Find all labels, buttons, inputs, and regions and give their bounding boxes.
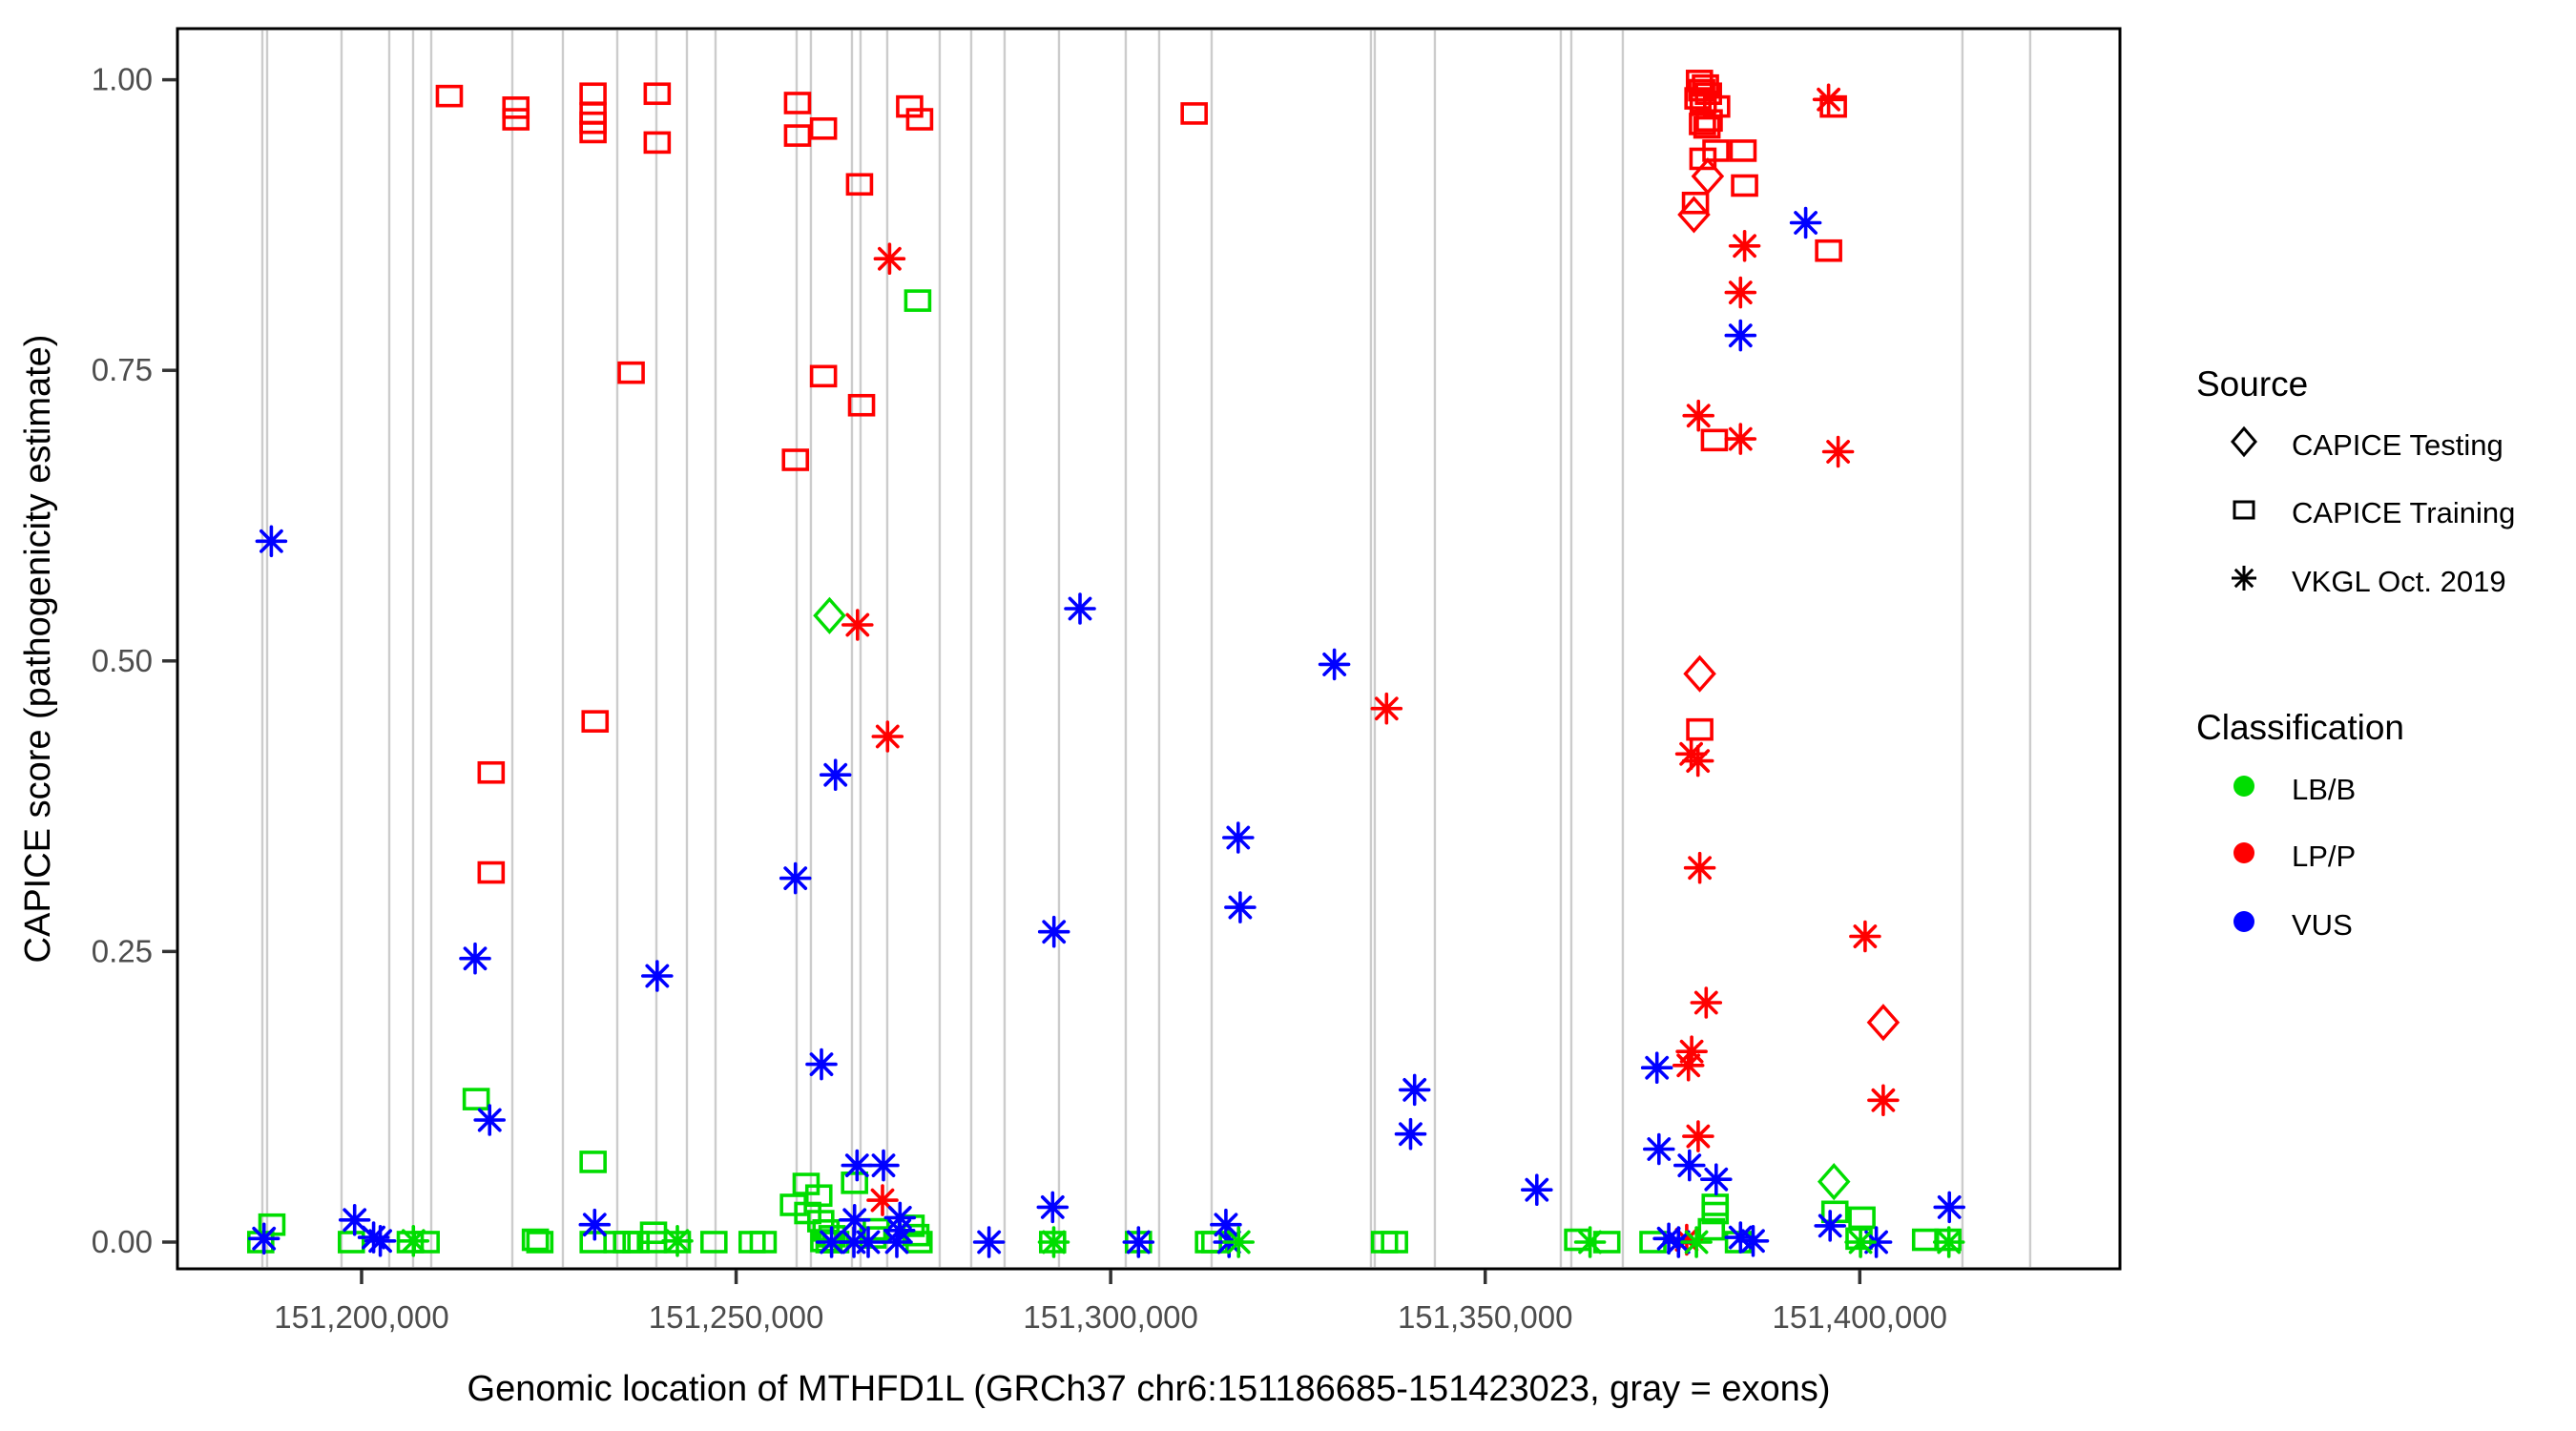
asterisk-icon — [2225, 559, 2263, 605]
series-vkgl-oct-2019-lb-b — [397, 1225, 1965, 1258]
legend-item-capice-training: CAPICE Training — [2196, 494, 2568, 532]
legend-label: LP/P — [2292, 840, 2357, 873]
exon-lines — [260, 31, 2032, 1267]
x-tick-label: 151,400,000 — [1773, 1299, 1948, 1335]
series-capice-training-lp-p — [435, 70, 1847, 884]
y-axis-title: CAPICE score (pathogenicity estimate) — [18, 335, 58, 964]
x-axis-title: Genomic location of MTHFD1L (GRCh37 chr6… — [467, 1369, 1831, 1409]
lbb-dot-icon — [2225, 767, 2263, 813]
series-vkgl-oct-2019-vus — [247, 206, 1965, 1258]
legend-source-title: Source — [2196, 364, 2309, 404]
panel-border — [176, 27, 2122, 1271]
lpp-dot-icon — [2225, 834, 2263, 880]
legend-item-lpp: LP/P — [2196, 838, 2568, 876]
series-capice-testing-lb-b — [813, 596, 1851, 1201]
y-tick-label: 0.75 — [92, 352, 153, 387]
legend-item-lbb: LB/B — [2196, 771, 2568, 809]
square-icon — [2225, 490, 2263, 536]
x-tick-label: 151,300,000 — [1023, 1299, 1198, 1335]
diamond-icon — [2225, 423, 2263, 468]
legend-label: VUS — [2292, 908, 2353, 942]
plot-panel — [177, 29, 2120, 1269]
legend-item-capice-testing: CAPICE Testing — [2196, 423, 2568, 468]
y-tick-label: 1.00 — [92, 62, 153, 97]
x-tick-label: 151,250,000 — [649, 1299, 824, 1335]
legend-item-vus: VUS — [2196, 906, 2568, 944]
legend-label: LB/B — [2292, 773, 2357, 806]
x-tick-label: 151,200,000 — [274, 1299, 449, 1335]
legend-label: VKGL Oct. 2019 — [2292, 565, 2506, 598]
legend-label: CAPICE Testing — [2292, 428, 2503, 462]
legend-label: CAPICE Training — [2292, 496, 2516, 529]
legend-classification-title: Classification — [2196, 708, 2404, 747]
y-tick-label: 0.25 — [92, 933, 153, 968]
series-capice-testing-lp-p — [1677, 157, 1901, 1042]
y-tick-label: 0.50 — [92, 643, 153, 678]
legend-item-vkgl: VKGL Oct. 2019 — [2196, 563, 2568, 601]
vus-dot-icon — [2225, 902, 2263, 948]
axis-ticks: 151,200,000 151,250,000 151,300,000 151,350… — [92, 62, 1947, 1335]
x-tick-label: 151,350,000 — [1398, 1299, 1573, 1335]
y-tick-label: 0.00 — [92, 1224, 153, 1259]
